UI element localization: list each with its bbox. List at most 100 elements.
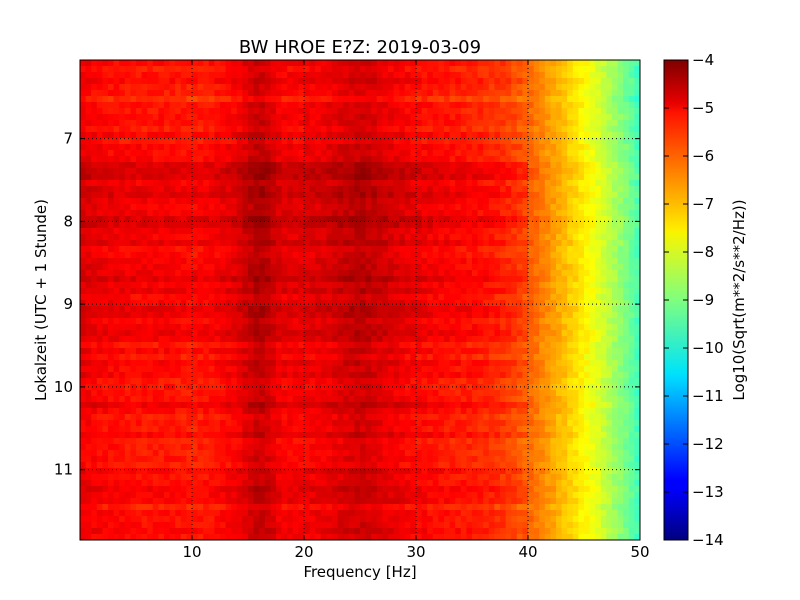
heatmap-cell bbox=[628, 168, 635, 175]
heatmap-cell bbox=[421, 204, 428, 211]
heatmap-cell bbox=[371, 108, 378, 115]
heatmap-cell bbox=[276, 150, 283, 157]
heatmap-cell bbox=[141, 282, 148, 289]
heatmap-cell bbox=[544, 312, 551, 319]
heatmap-cell bbox=[371, 318, 378, 325]
heatmap-cell bbox=[337, 174, 344, 181]
heatmap-cell bbox=[281, 312, 288, 319]
heatmap-cell bbox=[354, 234, 361, 241]
heatmap-cell bbox=[180, 300, 187, 307]
heatmap-cell bbox=[455, 162, 462, 169]
heatmap-cell bbox=[365, 168, 372, 175]
heatmap-cell bbox=[152, 168, 159, 175]
heatmap-cell bbox=[270, 228, 277, 235]
heatmap-cell bbox=[388, 72, 395, 79]
heatmap-cell bbox=[113, 144, 120, 151]
heatmap-cell bbox=[96, 342, 103, 349]
heatmap-cell bbox=[332, 264, 339, 271]
heatmap-cell bbox=[444, 336, 451, 343]
heatmap-cell bbox=[382, 96, 389, 103]
heatmap-cell bbox=[180, 342, 187, 349]
heatmap-cell bbox=[600, 210, 607, 217]
heatmap-cell bbox=[550, 150, 557, 157]
heatmap-cell bbox=[365, 210, 372, 217]
heatmap-cell bbox=[175, 300, 182, 307]
heatmap-cell bbox=[578, 276, 585, 283]
heatmap-cell bbox=[298, 90, 305, 97]
heatmap-cell bbox=[578, 222, 585, 229]
heatmap-cell bbox=[572, 240, 579, 247]
heatmap-cell bbox=[472, 348, 479, 355]
heatmap-cell bbox=[152, 144, 159, 151]
heatmap-cell bbox=[388, 102, 395, 109]
heatmap-cell bbox=[147, 240, 154, 247]
heatmap-cell bbox=[152, 108, 159, 115]
heatmap-cell bbox=[399, 126, 406, 133]
heatmap-cell bbox=[634, 240, 640, 247]
heatmap-cell bbox=[404, 90, 411, 97]
heatmap-cell bbox=[455, 306, 462, 313]
heatmap-cell bbox=[544, 168, 551, 175]
heatmap-cell bbox=[617, 198, 624, 205]
heatmap-cell bbox=[360, 180, 367, 187]
heatmap-cell bbox=[354, 186, 361, 193]
heatmap-cell bbox=[483, 336, 490, 343]
heatmap-cell bbox=[130, 354, 137, 361]
heatmap-cell bbox=[399, 252, 406, 259]
heatmap-cell bbox=[320, 222, 327, 229]
heatmap-cell bbox=[516, 240, 523, 247]
heatmap-cell bbox=[337, 324, 344, 331]
heatmap-cell bbox=[136, 216, 143, 223]
heatmap-cell bbox=[214, 138, 221, 145]
heatmap-cell bbox=[354, 114, 361, 121]
heatmap-cell bbox=[522, 294, 529, 301]
heatmap-cell bbox=[136, 162, 143, 169]
heatmap-cell bbox=[276, 234, 283, 241]
heatmap-cell bbox=[242, 330, 249, 337]
heatmap-cell bbox=[180, 138, 187, 145]
heatmap-cell bbox=[556, 102, 563, 109]
heatmap-cell bbox=[169, 144, 176, 151]
heatmap-cell bbox=[102, 228, 109, 235]
heatmap-cell bbox=[242, 144, 249, 151]
heatmap-cell bbox=[444, 84, 451, 91]
heatmap-cell bbox=[264, 180, 271, 187]
heatmap-cell bbox=[208, 96, 215, 103]
heatmap-cell bbox=[236, 198, 243, 205]
heatmap-cell bbox=[186, 108, 193, 115]
heatmap-cell bbox=[292, 258, 299, 265]
heatmap-cell bbox=[141, 126, 148, 133]
heatmap-cell bbox=[376, 336, 383, 343]
heatmap-cell bbox=[628, 306, 635, 313]
heatmap-cell bbox=[600, 342, 607, 349]
heatmap-cell bbox=[466, 252, 473, 259]
heatmap-cell bbox=[578, 102, 585, 109]
heatmap-cell bbox=[522, 126, 529, 133]
heatmap-cell bbox=[589, 222, 596, 229]
heatmap-cell bbox=[108, 318, 115, 325]
heatmap-cell bbox=[438, 228, 445, 235]
heatmap-cell bbox=[214, 312, 221, 319]
heatmap-cell bbox=[130, 204, 137, 211]
heatmap-cell bbox=[466, 270, 473, 277]
heatmap-cell bbox=[253, 300, 260, 307]
heatmap-cell bbox=[600, 174, 607, 181]
heatmap-cell bbox=[309, 348, 316, 355]
heatmap-cell bbox=[169, 354, 176, 361]
heatmap-cell bbox=[236, 60, 243, 67]
heatmap-cell bbox=[572, 288, 579, 295]
heatmap-cell bbox=[382, 192, 389, 199]
heatmap-cell bbox=[96, 258, 103, 265]
heatmap-cell bbox=[96, 330, 103, 337]
heatmap-cell bbox=[169, 252, 176, 259]
heatmap-cell bbox=[236, 108, 243, 115]
heatmap-cell bbox=[600, 312, 607, 319]
heatmap-cell bbox=[584, 228, 591, 235]
heatmap-cell bbox=[455, 318, 462, 325]
heatmap-cell bbox=[539, 324, 546, 331]
heatmap-cell bbox=[287, 252, 294, 259]
heatmap-cell bbox=[483, 114, 490, 121]
heatmap-cell bbox=[483, 132, 490, 139]
heatmap-cell bbox=[628, 162, 635, 169]
heatmap-cell bbox=[399, 318, 406, 325]
